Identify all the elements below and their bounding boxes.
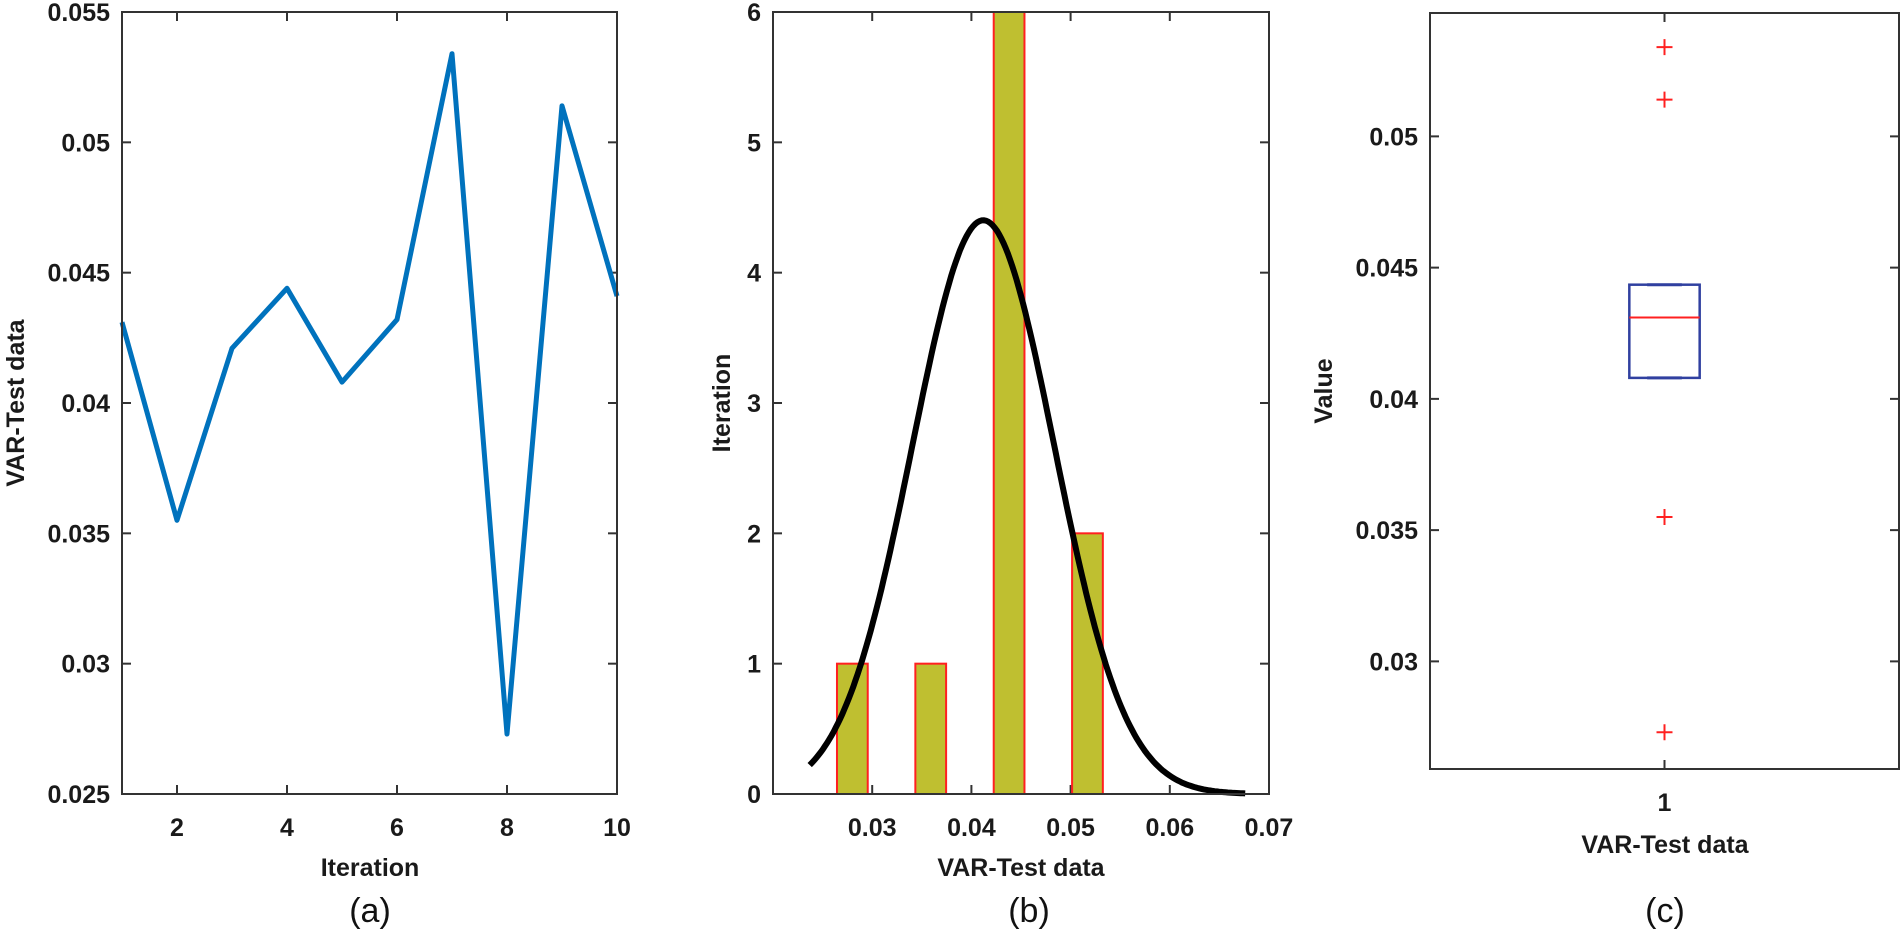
panel-c-ylabel: Value	[1310, 358, 1338, 423]
panel-c: 1 0.03 0.035 0.04 0.045 0.05 VAR-Test data Va…	[1310, 12, 1900, 930]
panel-a-caption: (a)	[349, 892, 391, 930]
panel-b-ylabel: Iteration	[708, 354, 736, 453]
panel-c-axes-frame	[1429, 12, 1900, 770]
data-line	[119, 51, 620, 737]
x-tick-label: 4	[280, 814, 294, 842]
panel-a-marks: 2 4 6 8 10 0.025 0.03 0.035 0.04 0.045 0.05 0.055	[47, 0, 630, 842]
panel-b-caption: (b)	[1008, 892, 1050, 930]
outlier-marker	[1656, 509, 1673, 525]
panel-c-marks: 1 0.03 0.035 0.04 0.045 0.05	[1355, 13, 1899, 817]
x-tick-label: 0.05	[1046, 814, 1095, 842]
y-tick-label: 0.025	[47, 781, 110, 809]
y-tick-label: 0.05	[1369, 123, 1418, 151]
x-tick-label: 1	[1658, 789, 1672, 817]
x-tick-label: 2	[170, 814, 184, 842]
panel-a-axes-frame	[121, 11, 618, 795]
y-tick-label: 0.045	[47, 260, 110, 288]
y-tick-label: 2	[747, 520, 761, 548]
histogram-bar	[914, 662, 948, 796]
panel-a-xlabel: Iteration	[321, 854, 420, 882]
panel-b-marks: 0.03 0.04 0.05 0.06 0.07 0 1 2 3 4 5 6	[747, 0, 1293, 842]
y-tick-label: 5	[747, 129, 761, 157]
y-tick-label: 4	[747, 260, 761, 288]
panel-b: 0.03 0.04 0.05 0.06 0.07 0 1 2 3 4 5 6 VAR-Test dat…	[708, 0, 1293, 930]
x-tick-label: 0.07	[1245, 814, 1294, 842]
y-tick-label: 0.055	[47, 0, 110, 27]
outlier-marker	[1656, 91, 1673, 108]
panel-c-xlabel: VAR-Test data	[1581, 831, 1749, 859]
histogram-bar	[1071, 532, 1104, 795]
y-tick-label: 0.05	[61, 129, 110, 157]
panel-b-axes-frame	[772, 11, 1270, 795]
outlier-marker	[1656, 724, 1673, 741]
y-tick-label: 0.04	[1369, 386, 1418, 414]
y-tick-label: 0.04	[61, 390, 110, 418]
panel-b-xlabel: VAR-Test data	[937, 854, 1105, 882]
panel-a: 2 4 6 8 10 0.025 0.03 0.035 0.04 0.045 0.05 0.055 I…	[2, 0, 631, 930]
outlier-marker	[1656, 39, 1673, 56]
normal-fit-curve	[807, 217, 1246, 797]
y-tick-label: 3	[747, 390, 761, 418]
y-tick-label: 6	[747, 0, 761, 27]
y-tick-label: 0.035	[1355, 517, 1418, 545]
x-tick-label: 0.06	[1145, 814, 1194, 842]
y-tick-label: 0.03	[1369, 648, 1418, 676]
y-tick-label: 0.03	[61, 651, 110, 679]
y-tick-label: 0	[747, 781, 761, 809]
x-tick-label: 6	[390, 814, 404, 842]
panel-a-ylabel: VAR-Test data	[2, 318, 30, 486]
panel-c-caption: (c)	[1645, 892, 1685, 930]
y-tick-label: 1	[747, 651, 761, 679]
y-tick-label: 0.045	[1355, 255, 1418, 283]
x-tick-label: 0.03	[848, 814, 897, 842]
x-tick-label: 8	[500, 814, 514, 842]
box	[1628, 283, 1701, 380]
y-tick-label: 0.035	[47, 520, 110, 548]
histogram-bar	[992, 11, 1026, 795]
x-tick-label: 0.04	[947, 814, 996, 842]
x-tick-label: 10	[603, 814, 631, 842]
